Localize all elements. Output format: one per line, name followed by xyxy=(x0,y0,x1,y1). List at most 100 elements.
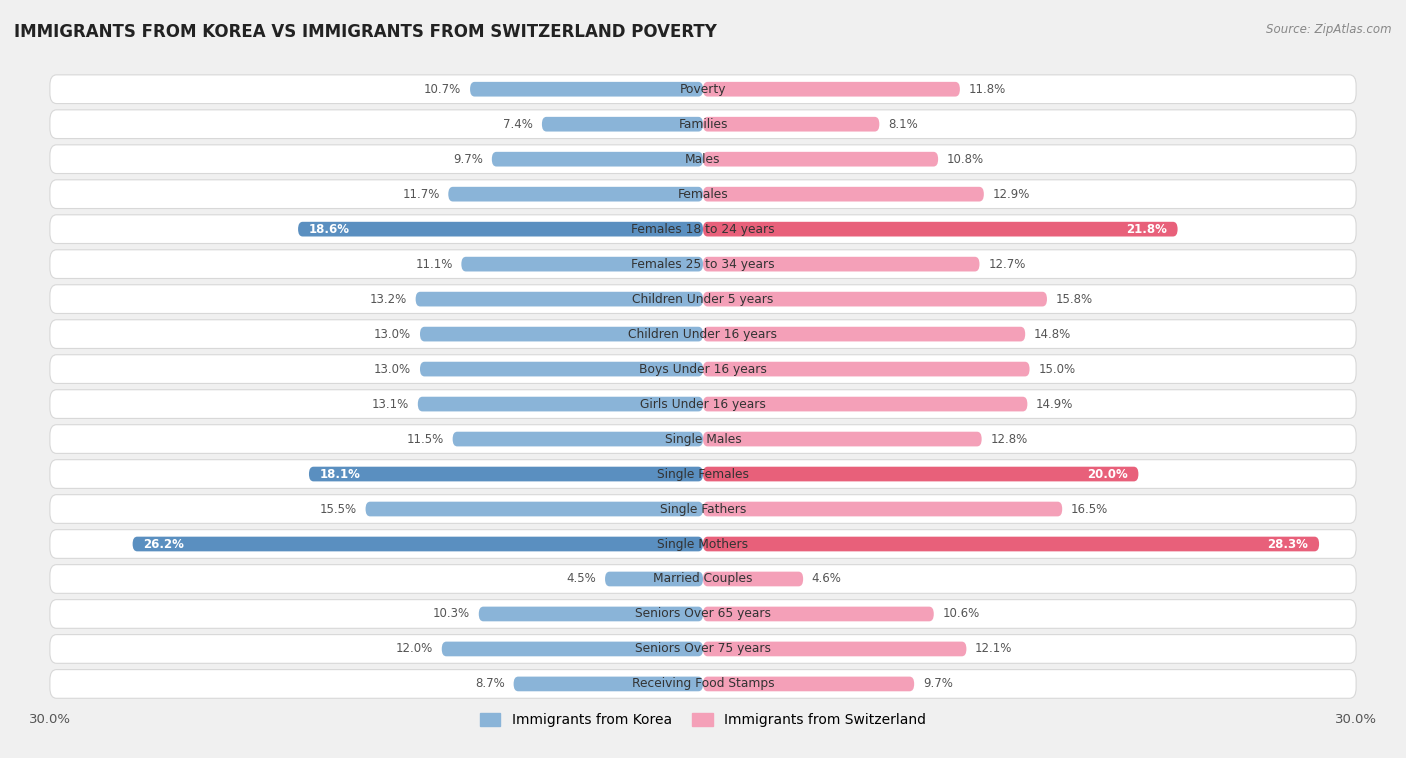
FancyBboxPatch shape xyxy=(703,82,960,96)
Text: Married Couples: Married Couples xyxy=(654,572,752,585)
Text: 28.3%: 28.3% xyxy=(1267,537,1308,550)
FancyBboxPatch shape xyxy=(441,641,703,656)
Text: Single Mothers: Single Mothers xyxy=(658,537,748,550)
FancyBboxPatch shape xyxy=(49,634,1357,663)
Text: 7.4%: 7.4% xyxy=(503,117,533,130)
Text: 11.8%: 11.8% xyxy=(969,83,1005,96)
FancyBboxPatch shape xyxy=(49,145,1357,174)
FancyBboxPatch shape xyxy=(49,215,1357,243)
FancyBboxPatch shape xyxy=(132,537,703,551)
FancyBboxPatch shape xyxy=(49,110,1357,139)
Text: 10.6%: 10.6% xyxy=(942,607,980,621)
FancyBboxPatch shape xyxy=(703,362,1029,377)
FancyBboxPatch shape xyxy=(703,117,879,132)
Text: 10.3%: 10.3% xyxy=(433,607,470,621)
FancyBboxPatch shape xyxy=(703,467,1139,481)
Text: 8.1%: 8.1% xyxy=(889,117,918,130)
FancyBboxPatch shape xyxy=(49,530,1357,559)
Text: Children Under 16 years: Children Under 16 years xyxy=(628,327,778,340)
Text: 12.1%: 12.1% xyxy=(976,643,1012,656)
FancyBboxPatch shape xyxy=(49,180,1357,208)
FancyBboxPatch shape xyxy=(420,362,703,377)
FancyBboxPatch shape xyxy=(49,250,1357,278)
FancyBboxPatch shape xyxy=(366,502,703,516)
FancyBboxPatch shape xyxy=(513,677,703,691)
Text: 18.1%: 18.1% xyxy=(319,468,361,481)
Text: 15.0%: 15.0% xyxy=(1038,362,1076,375)
Text: 4.5%: 4.5% xyxy=(567,572,596,585)
FancyBboxPatch shape xyxy=(49,285,1357,314)
Text: 18.6%: 18.6% xyxy=(309,223,350,236)
FancyBboxPatch shape xyxy=(703,222,1178,236)
FancyBboxPatch shape xyxy=(470,82,703,96)
Text: 15.5%: 15.5% xyxy=(319,503,357,515)
FancyBboxPatch shape xyxy=(49,459,1357,488)
Text: Girls Under 16 years: Girls Under 16 years xyxy=(640,398,766,411)
FancyBboxPatch shape xyxy=(420,327,703,341)
Text: Single Females: Single Females xyxy=(657,468,749,481)
Text: Females 25 to 34 years: Females 25 to 34 years xyxy=(631,258,775,271)
FancyBboxPatch shape xyxy=(703,572,803,587)
FancyBboxPatch shape xyxy=(703,677,914,691)
FancyBboxPatch shape xyxy=(49,669,1357,698)
Text: 11.7%: 11.7% xyxy=(402,188,440,201)
FancyBboxPatch shape xyxy=(703,606,934,622)
Text: 14.8%: 14.8% xyxy=(1033,327,1071,340)
FancyBboxPatch shape xyxy=(492,152,703,167)
FancyBboxPatch shape xyxy=(49,320,1357,349)
FancyBboxPatch shape xyxy=(703,396,1028,412)
FancyBboxPatch shape xyxy=(541,117,703,132)
Legend: Immigrants from Korea, Immigrants from Switzerland: Immigrants from Korea, Immigrants from S… xyxy=(474,708,932,733)
Text: Boys Under 16 years: Boys Under 16 years xyxy=(640,362,766,375)
FancyBboxPatch shape xyxy=(49,75,1357,104)
FancyBboxPatch shape xyxy=(703,257,980,271)
FancyBboxPatch shape xyxy=(703,537,1319,551)
Text: 14.9%: 14.9% xyxy=(1036,398,1073,411)
Text: 16.5%: 16.5% xyxy=(1071,503,1108,515)
Text: Single Males: Single Males xyxy=(665,433,741,446)
FancyBboxPatch shape xyxy=(49,565,1357,594)
FancyBboxPatch shape xyxy=(479,606,703,622)
Text: 15.8%: 15.8% xyxy=(1056,293,1092,305)
Text: 9.7%: 9.7% xyxy=(453,152,484,166)
Text: 26.2%: 26.2% xyxy=(143,537,184,550)
Text: Poverty: Poverty xyxy=(679,83,727,96)
FancyBboxPatch shape xyxy=(49,424,1357,453)
FancyBboxPatch shape xyxy=(49,495,1357,523)
FancyBboxPatch shape xyxy=(49,355,1357,384)
FancyBboxPatch shape xyxy=(703,292,1047,306)
Text: 13.0%: 13.0% xyxy=(374,362,412,375)
FancyBboxPatch shape xyxy=(49,600,1357,628)
Text: Females: Females xyxy=(678,188,728,201)
FancyBboxPatch shape xyxy=(416,292,703,306)
Text: Children Under 5 years: Children Under 5 years xyxy=(633,293,773,305)
FancyBboxPatch shape xyxy=(49,390,1357,418)
Text: IMMIGRANTS FROM KOREA VS IMMIGRANTS FROM SWITZERLAND POVERTY: IMMIGRANTS FROM KOREA VS IMMIGRANTS FROM… xyxy=(14,23,717,41)
FancyBboxPatch shape xyxy=(703,152,938,167)
Text: 21.8%: 21.8% xyxy=(1126,223,1167,236)
FancyBboxPatch shape xyxy=(703,186,984,202)
FancyBboxPatch shape xyxy=(309,467,703,481)
FancyBboxPatch shape xyxy=(298,222,703,236)
Text: 12.8%: 12.8% xyxy=(990,433,1028,446)
Text: 10.8%: 10.8% xyxy=(946,152,984,166)
FancyBboxPatch shape xyxy=(461,257,703,271)
Text: 4.6%: 4.6% xyxy=(811,572,842,585)
Text: Males: Males xyxy=(685,152,721,166)
Text: Receiving Food Stamps: Receiving Food Stamps xyxy=(631,678,775,691)
Text: 9.7%: 9.7% xyxy=(922,678,953,691)
FancyBboxPatch shape xyxy=(418,396,703,412)
Text: Seniors Over 75 years: Seniors Over 75 years xyxy=(636,643,770,656)
FancyBboxPatch shape xyxy=(449,186,703,202)
FancyBboxPatch shape xyxy=(703,502,1062,516)
Text: 13.0%: 13.0% xyxy=(374,327,412,340)
Text: 10.7%: 10.7% xyxy=(425,83,461,96)
Text: Single Fathers: Single Fathers xyxy=(659,503,747,515)
Text: 8.7%: 8.7% xyxy=(475,678,505,691)
Text: Seniors Over 65 years: Seniors Over 65 years xyxy=(636,607,770,621)
Text: Source: ZipAtlas.com: Source: ZipAtlas.com xyxy=(1267,23,1392,36)
FancyBboxPatch shape xyxy=(703,327,1025,341)
Text: 11.1%: 11.1% xyxy=(415,258,453,271)
FancyBboxPatch shape xyxy=(703,641,966,656)
Text: 12.9%: 12.9% xyxy=(993,188,1031,201)
